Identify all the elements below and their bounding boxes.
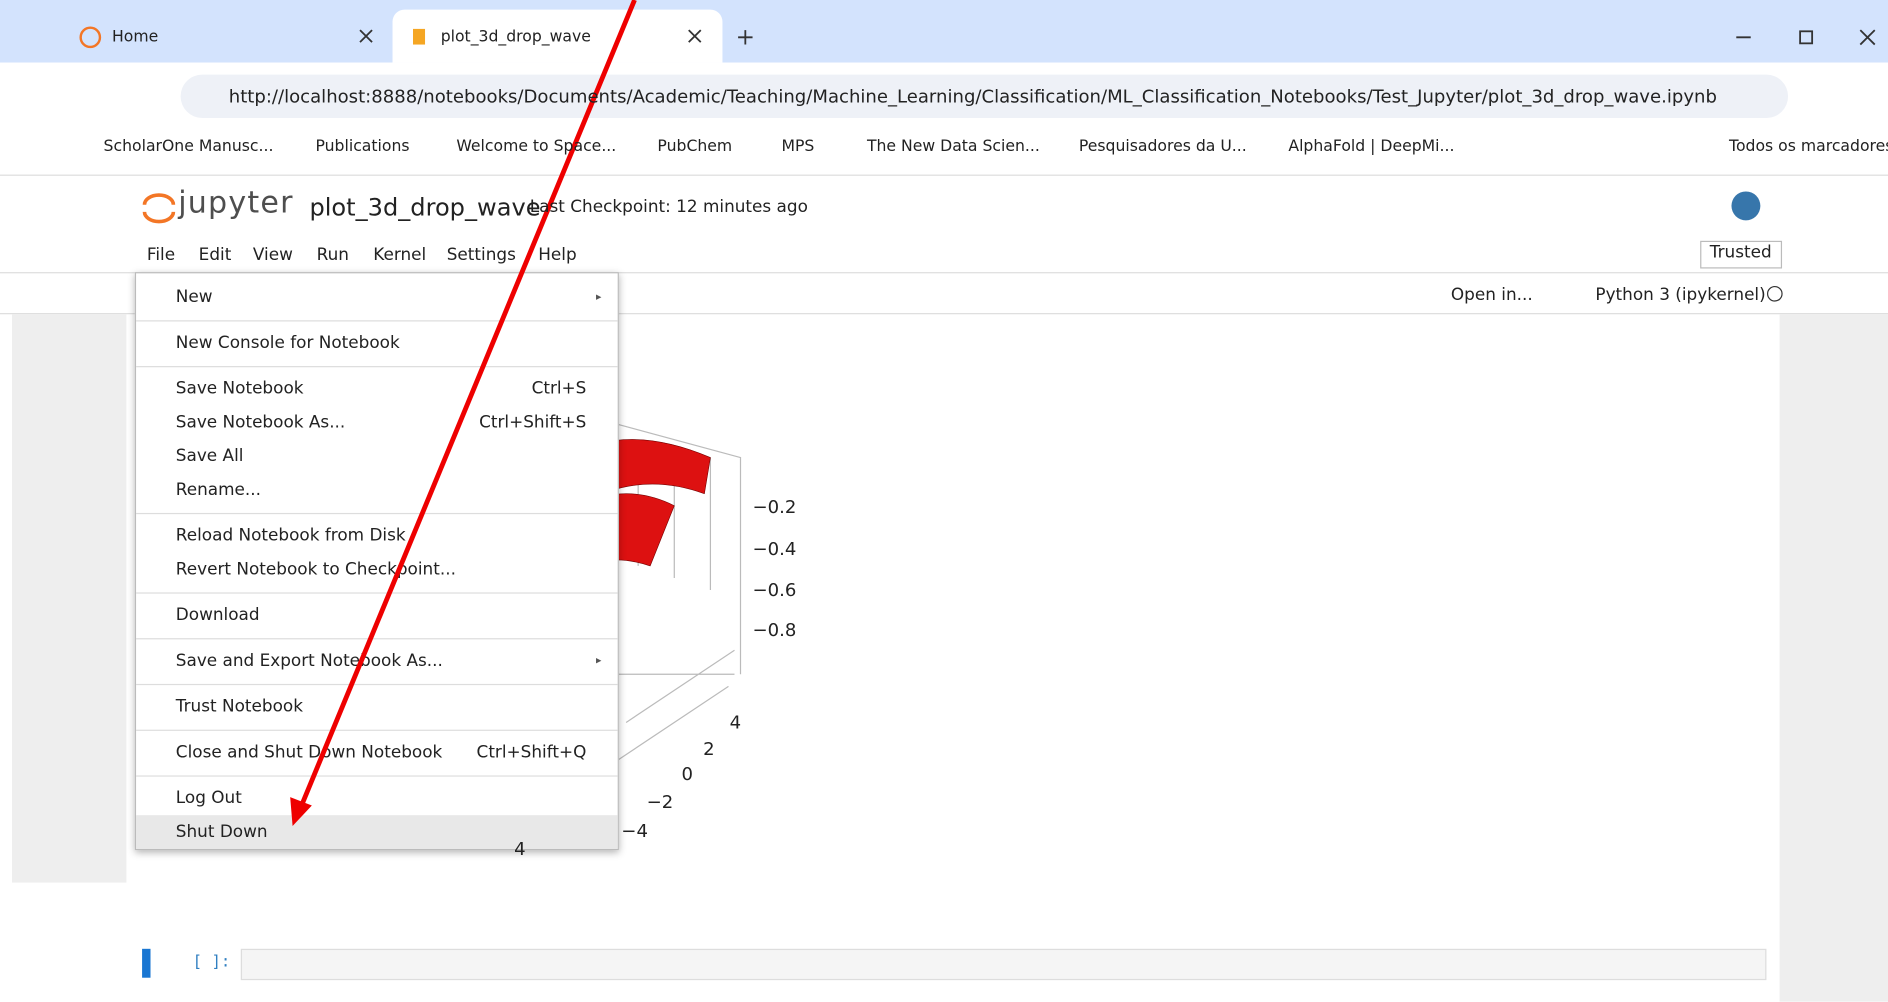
menu-entry[interactable]: Download — [176, 606, 260, 625]
z-tick-label: −0.4 — [753, 538, 797, 560]
menu-entry[interactable]: Revert Notebook to Checkpoint... — [176, 560, 456, 579]
bookmark-folder[interactable]: Todos os marcadores — [1729, 138, 1888, 156]
kernel-status — [1768, 287, 1782, 301]
menu-item[interactable]: View — [253, 246, 293, 265]
menu-item[interactable]: Settings — [447, 246, 516, 265]
tab-title[interactable]: Home — [112, 28, 158, 46]
z-tick-label: −0.2 — [753, 496, 797, 518]
open-in[interactable]: Open in... — [1451, 285, 1533, 304]
kernel-name[interactable]: Python 3 (ipykernel) — [1595, 285, 1765, 304]
bookmark[interactable]: MPS — [781, 138, 814, 156]
menu-item[interactable]: Run — [317, 246, 349, 265]
menu-entry[interactable]: Trust Notebook — [176, 697, 303, 716]
menu-entry[interactable]: New — [176, 288, 213, 307]
bookmark[interactable]: AlphaFold | DeepMi... — [1288, 138, 1454, 156]
separator — [136, 638, 618, 639]
menu-entry[interactable]: Log Out — [176, 789, 242, 808]
cell-prompt: [ ]: — [193, 953, 231, 971]
menu-item[interactable]: Edit — [199, 246, 232, 265]
file-menu: New ▸ New Console for Notebook Save Noteboo… — [135, 272, 619, 850]
x-tick-label: 4 — [514, 838, 525, 860]
bookmark[interactable]: Publications — [315, 138, 409, 156]
shortcut: Ctrl+Shift+Q — [477, 743, 587, 762]
notebook-name[interactable]: plot_3d_drop_wave — [309, 193, 540, 222]
y-tick-label: −4 — [621, 820, 648, 842]
z-tick-label: −0.8 — [753, 619, 797, 641]
jupyter-logo — [144, 195, 173, 221]
url[interactable]: http://localhost:8888/notebooks/Document… — [229, 85, 1717, 107]
y-tick-label: 2 — [703, 738, 714, 760]
y-tick-label: −2 — [647, 791, 674, 813]
bookmark[interactable]: Pesquisadores da U... — [1079, 138, 1247, 156]
menu-item[interactable]: Kernel — [373, 246, 426, 265]
screen: New ▸ New Console for Notebook Save Noteboo… — [0, 0, 1888, 1002]
bookmark[interactable]: PubChem — [657, 138, 732, 156]
separator — [136, 775, 618, 776]
separator — [136, 320, 618, 321]
trusted[interactable]: Trusted — [1710, 243, 1772, 262]
python-logo — [1731, 191, 1760, 220]
separator — [136, 366, 618, 367]
menu-entry[interactable]: New Console for Notebook — [176, 334, 400, 353]
menu-entry[interactable]: Save All — [176, 447, 244, 466]
bookmark[interactable]: The New Data Scien... — [867, 138, 1040, 156]
y-tick-label: 0 — [682, 763, 693, 785]
submenu-arrow: ▸ — [596, 291, 601, 303]
separator — [136, 592, 618, 593]
menu-item[interactable]: Help — [538, 246, 576, 265]
separator — [136, 513, 618, 514]
separator — [136, 730, 618, 731]
bookmark[interactable]: Welcome to Space... — [456, 138, 616, 156]
menu-entry[interactable]: Save Notebook As... — [176, 413, 345, 432]
checkpoint: Last Checkpoint: 12 minutes ago — [530, 197, 808, 216]
menu-entry[interactable]: Shut Down — [176, 822, 268, 841]
menu-entry[interactable]: Close and Shut Down Notebook — [176, 743, 443, 762]
y-tick-label: 4 — [730, 712, 741, 734]
shortcut: Ctrl+Shift+S — [479, 413, 586, 432]
menu-entry[interactable]: Reload Notebook from Disk — [176, 526, 406, 545]
menu-entry[interactable]: Save Notebook — [176, 379, 304, 398]
notebook-tab-icon — [413, 29, 425, 45]
submenu-arrow: ▸ — [596, 655, 601, 667]
menu-entry[interactable]: Rename... — [176, 480, 261, 499]
home-tab-icon — [81, 28, 100, 47]
separator — [136, 684, 618, 685]
jupyter-wordmark: jupyter — [178, 185, 293, 220]
tab-title[interactable]: plot_3d_drop_wave — [441, 28, 591, 46]
menu-item[interactable]: File — [147, 246, 175, 265]
shortcut: Ctrl+S — [532, 379, 587, 398]
z-tick-label: −0.6 — [753, 579, 797, 601]
menu-entry[interactable]: Save and Export Notebook As... — [176, 651, 443, 670]
bookmark[interactable]: ScholarOne Manusc... — [104, 138, 274, 156]
